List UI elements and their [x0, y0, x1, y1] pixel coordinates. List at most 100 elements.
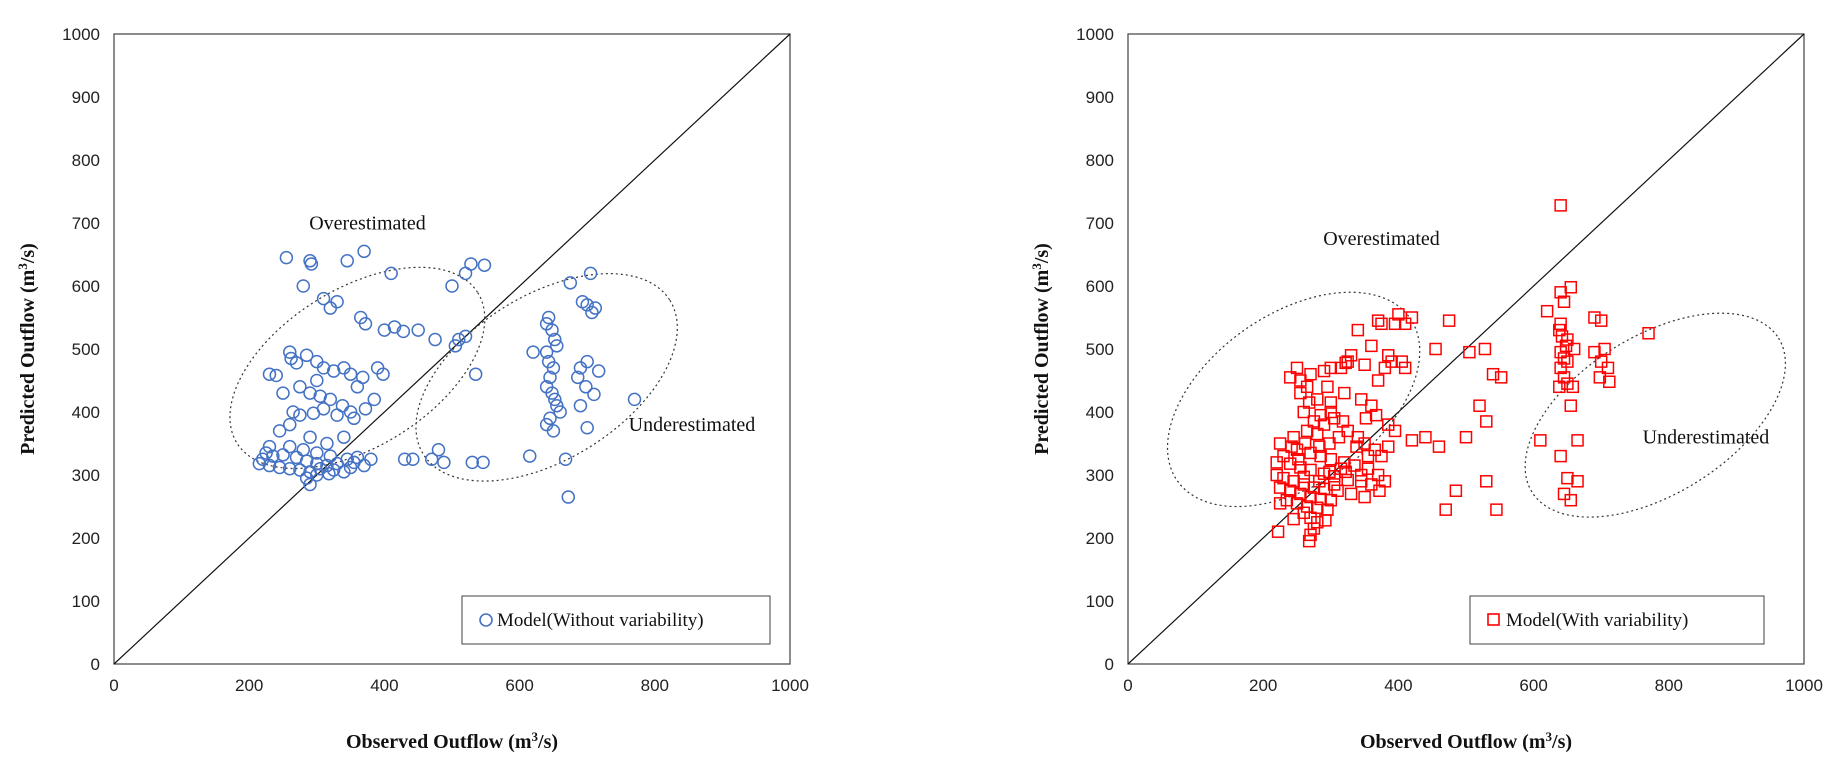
x-tick-label: 600 [505, 676, 533, 695]
data-point [1334, 361, 1348, 375]
data-point [358, 402, 373, 416]
data-point [1567, 342, 1581, 356]
data-point [1324, 493, 1338, 507]
data-point [1348, 459, 1361, 472]
data-point [1371, 374, 1385, 387]
x-tick-label: 800 [641, 676, 669, 695]
y-axis-title-sup-right: 3 [1029, 263, 1044, 270]
x-tick-label: 1000 [1785, 676, 1823, 695]
data-point [1478, 342, 1492, 356]
data-point [1554, 345, 1567, 359]
data-point [343, 405, 358, 419]
data-point [1298, 437, 1312, 450]
data-point [1300, 424, 1314, 438]
data-point [1473, 399, 1486, 412]
y-tick-label: 400 [72, 403, 100, 422]
data-point [1344, 349, 1358, 362]
data-point [553, 405, 567, 419]
data-point [1382, 418, 1395, 431]
data-point [1339, 465, 1352, 479]
annotation-underestimated: Underestimated [629, 414, 756, 436]
x-tick-label: 400 [1384, 676, 1412, 695]
data-point [303, 386, 317, 400]
x-tick-label: 200 [235, 676, 263, 695]
data-point [1388, 424, 1402, 438]
data-point [580, 298, 594, 312]
data-point [262, 367, 277, 381]
data-point [448, 339, 463, 353]
data-point [286, 405, 300, 419]
data-point [276, 386, 290, 400]
y-tick-label: 1000 [1076, 25, 1114, 44]
data-point [458, 329, 473, 344]
data-point [1294, 461, 1307, 474]
data-point [1557, 371, 1571, 384]
data-point [1344, 487, 1358, 501]
legend-left: Model(Without variability) [461, 595, 771, 645]
data-point [1594, 355, 1608, 368]
data-point [1341, 424, 1354, 438]
y-tick-label: 600 [72, 277, 100, 296]
data-point [1354, 393, 1368, 406]
chart-left: 0 200 400 600 800 1000 0 100 200 300 400 500 600 700… [15, 25, 809, 753]
data-point [1361, 462, 1375, 475]
data-point [545, 386, 559, 400]
data-point [1341, 355, 1354, 368]
data-point [1327, 412, 1341, 425]
y-tick-label: 100 [72, 592, 100, 611]
data-point [323, 392, 338, 407]
data-point [1371, 314, 1385, 327]
data-point [1371, 468, 1385, 482]
data-point [1369, 408, 1383, 422]
data-point [563, 276, 578, 290]
data-point [1395, 355, 1409, 368]
data-point [1277, 449, 1290, 463]
data-point [1307, 415, 1321, 428]
data-point [1313, 475, 1326, 488]
data-point [1564, 493, 1578, 507]
data-point [1317, 482, 1331, 496]
overestimated-region [1166, 291, 1421, 508]
data-point [259, 446, 273, 460]
data-point [1338, 386, 1351, 400]
data-point [1304, 463, 1317, 477]
data-point [1324, 396, 1338, 409]
data-point [262, 439, 277, 454]
reference-line [113, 33, 791, 665]
x-tick-label: 0 [109, 676, 118, 695]
legend-right: Model(With variability) [1469, 595, 1765, 645]
data-point [1319, 514, 1332, 527]
data-point [1598, 342, 1611, 356]
data-point [340, 254, 354, 268]
data-point [1270, 468, 1283, 482]
data-point [545, 323, 559, 337]
data-point [1304, 367, 1317, 381]
data-point [310, 373, 324, 388]
estimate-regions-left [229, 266, 678, 482]
x-axis-title-right: Observed Outflow (m3/s) [1360, 729, 1572, 754]
data-point [1442, 314, 1456, 327]
data-point [526, 345, 540, 359]
data-point [266, 449, 280, 463]
data-point [591, 364, 606, 378]
data-point [543, 370, 557, 385]
data-point [1283, 457, 1297, 470]
data-point [1642, 327, 1655, 340]
data-point [1273, 497, 1287, 510]
data-point [367, 392, 382, 407]
data-point [343, 367, 358, 381]
data-point [1300, 380, 1314, 394]
annotation-underestimated: Underestimated [1643, 427, 1770, 449]
data-point [397, 452, 412, 466]
data-point [326, 364, 341, 378]
y-tick-label: 900 [72, 88, 100, 107]
data-point [1375, 317, 1388, 331]
data-point [1297, 478, 1311, 491]
data-point [330, 456, 344, 471]
data-point [546, 361, 561, 375]
data-point [580, 421, 594, 435]
data-point [1324, 453, 1338, 466]
data-point [293, 463, 307, 477]
y-tick-label: 900 [1086, 88, 1114, 107]
data-point [468, 367, 483, 381]
